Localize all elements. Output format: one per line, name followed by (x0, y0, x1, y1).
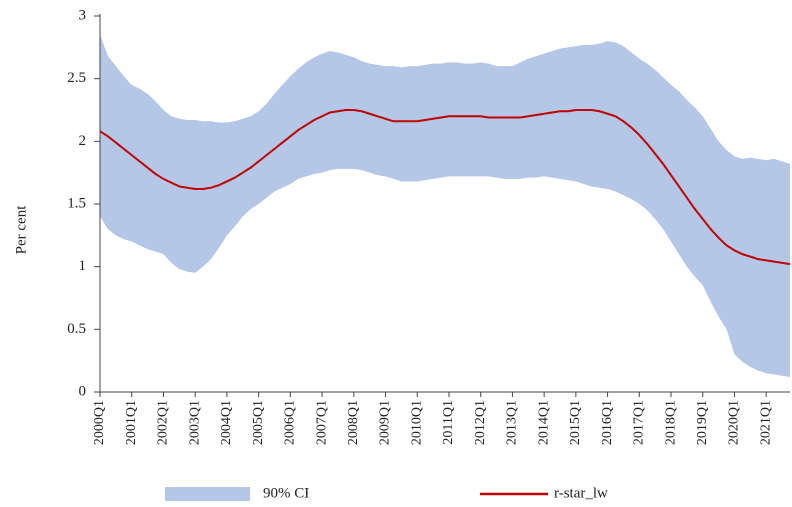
x-tick-label: 2016Q1 (600, 400, 615, 445)
x-tick-label: 2005Q1 (251, 400, 266, 445)
x-tick-label: 2011Q1 (441, 400, 456, 445)
x-tick-label: 2007Q1 (314, 400, 329, 445)
legend-label: 90% CI (263, 485, 309, 501)
x-tick-label: 2012Q1 (473, 400, 488, 445)
x-tick-label: 2004Q1 (219, 400, 234, 445)
y-tick-label: 3 (79, 7, 87, 23)
x-tick-label: 2001Q1 (124, 400, 139, 445)
x-tick-label: 2019Q1 (695, 400, 710, 445)
x-tick-label: 2014Q1 (536, 400, 551, 445)
y-axis-label: Per cent (13, 205, 29, 255)
x-tick-label: 2010Q1 (409, 400, 424, 445)
legend-label: r-star_lw (554, 485, 608, 501)
x-tick-label: 2002Q1 (156, 400, 171, 445)
y-tick-label: 0.5 (67, 321, 86, 337)
y-tick-label: 2 (79, 133, 87, 149)
x-tick-label: 2018Q1 (663, 400, 678, 445)
x-tick-label: 2006Q1 (283, 400, 298, 445)
y-tick-label: 0 (79, 383, 87, 399)
ci-band (100, 34, 790, 377)
x-tick-label: 2013Q1 (505, 400, 520, 445)
x-tick-label: 2003Q1 (187, 400, 202, 445)
x-tick-label: 2009Q1 (378, 400, 393, 445)
y-tick-label: 1.5 (67, 195, 86, 211)
x-tick-label: 2017Q1 (632, 400, 647, 445)
line (99, 109, 791, 266)
y-tick-label: 1 (79, 258, 87, 274)
x-tick-label: 2021Q1 (758, 400, 773, 445)
x-tick-label: 2000Q1 (92, 400, 107, 445)
y-tick-label: 2.5 (67, 70, 86, 86)
x-tick-label: 2020Q1 (727, 400, 742, 445)
x-tick-label: 2008Q1 (346, 400, 361, 445)
x-tick-label: 2015Q1 (568, 400, 583, 445)
legend-swatch (165, 487, 250, 501)
